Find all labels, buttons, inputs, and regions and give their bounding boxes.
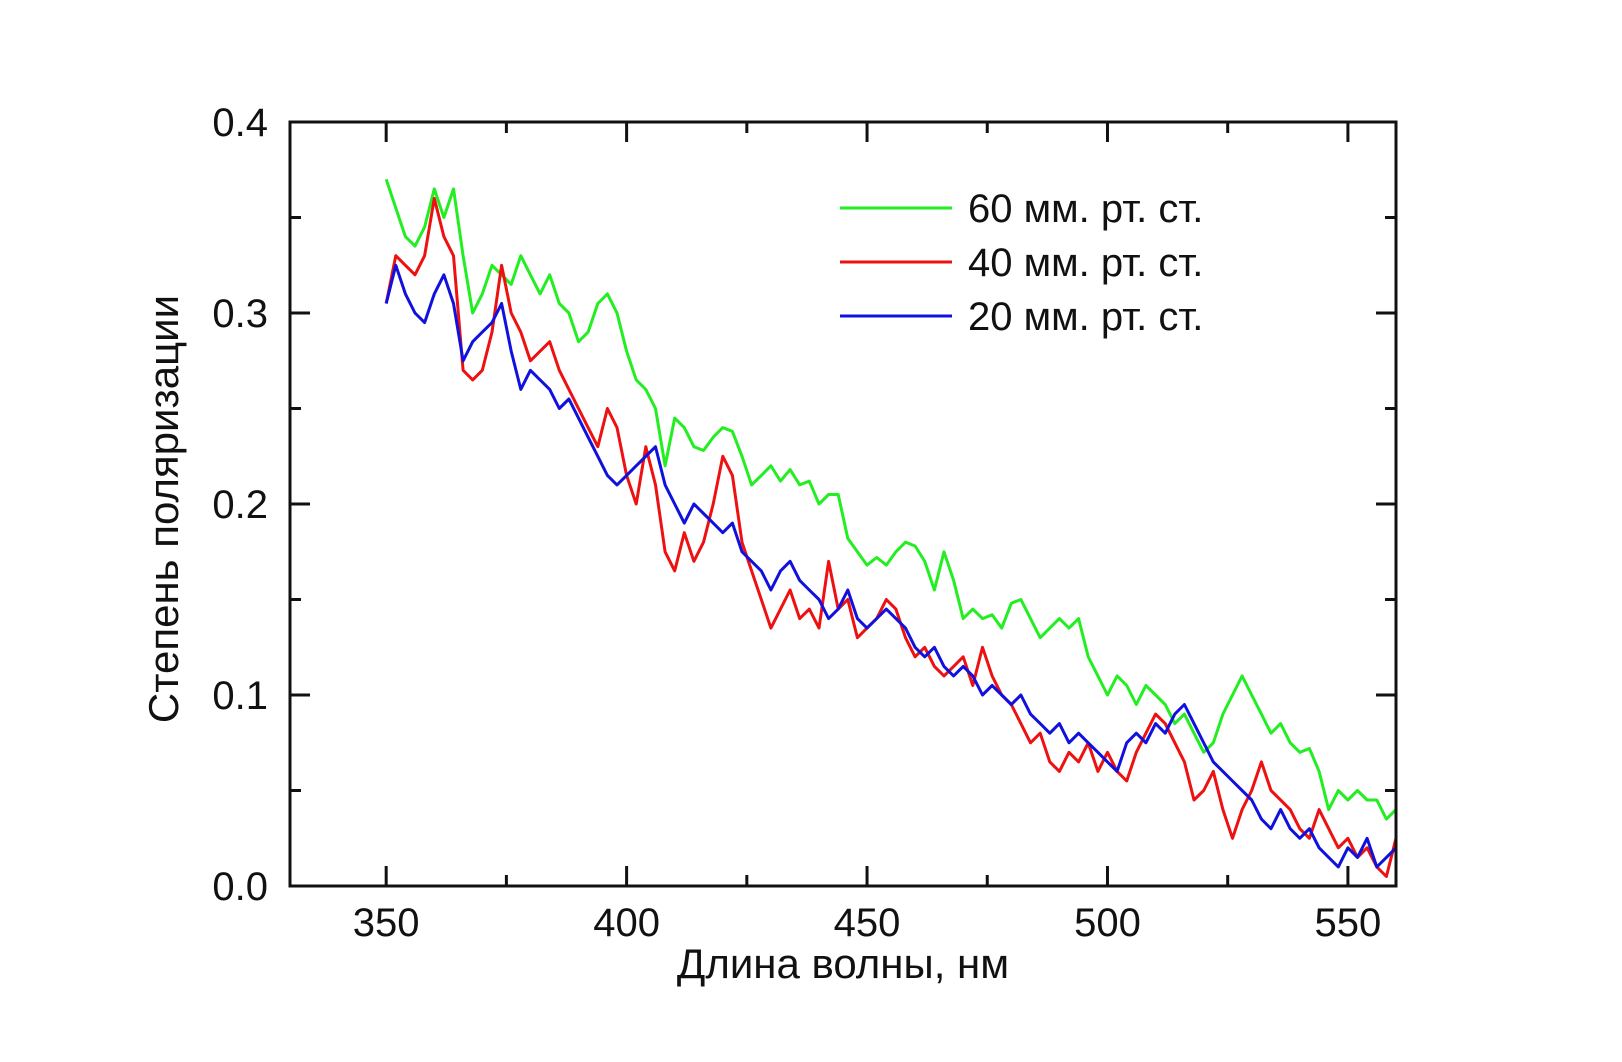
- y-axis-title: Степень поляризации: [140, 295, 187, 723]
- series-lines: [384, 178, 1398, 878]
- series-line-3: [384, 263, 1398, 869]
- series-line-2: [384, 196, 1398, 878]
- legend: 60 мм. рт. ст. 40 мм. рт. ст. 20 мм. рт. с…: [840, 187, 1203, 339]
- legend-label-3: 20 мм. рт. ст.: [968, 295, 1203, 339]
- x-tick-label: 550: [1315, 901, 1382, 945]
- axis-ticks: [290, 120, 1396, 888]
- y-tick-label: 0.2: [212, 483, 268, 527]
- y-tick-label: 0.0: [212, 865, 268, 909]
- series-line-1: [384, 178, 1398, 821]
- y-tick-label: 0.1: [212, 674, 268, 718]
- y-tick-label: 0.4: [212, 101, 268, 145]
- x-tick-label: 400: [593, 901, 660, 945]
- legend-label-2: 40 мм. рт. ст.: [968, 241, 1203, 285]
- y-tick-label: 0.3: [212, 292, 268, 336]
- x-axis-title: Длина волны, нм: [677, 940, 1009, 987]
- x-tick-label: 500: [1074, 901, 1141, 945]
- axis-tick-labels: 350 400 450 500 550 0.0 0.1 0.2 0.3 0.4: [212, 101, 1381, 945]
- legend-label-1: 60 мм. рт. ст.: [968, 187, 1203, 231]
- x-tick-label: 450: [834, 901, 901, 945]
- x-tick-label: 350: [353, 901, 420, 945]
